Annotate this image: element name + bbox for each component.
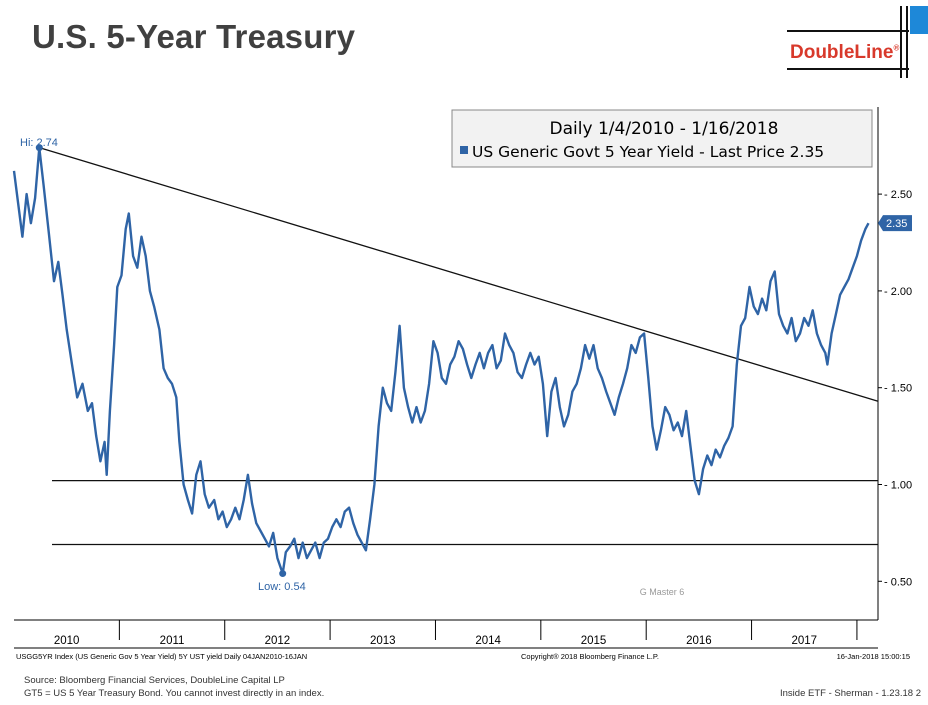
footer-note: Inside ETF - Sherman - 1.23.18 2 xyxy=(780,688,921,699)
x-tick-label: 2014 xyxy=(475,635,501,647)
chart-series xyxy=(12,146,870,575)
y-tick-label: - 1.50 xyxy=(884,383,912,395)
x-tick-label: 2010 xyxy=(54,635,80,647)
logo-rule-vertical-b xyxy=(906,6,908,78)
trend-line xyxy=(39,147,879,402)
source-line-1: Source: Bloomberg Financial Services, Do… xyxy=(24,675,285,686)
x-tick-label: 2013 xyxy=(370,635,396,647)
watermark: G Master 6 xyxy=(640,587,685,597)
x-tick-label: 2011 xyxy=(160,635,185,647)
chart-legend: Daily 1/4/2010 - 1/16/2018 US Generic Gov… xyxy=(451,109,873,168)
hi-marker xyxy=(35,144,43,152)
logo-rule-top xyxy=(787,30,909,32)
x-tick-label: 2017 xyxy=(791,635,817,647)
last-price-label: 2.35 xyxy=(886,218,907,230)
low-label: Low: 0.54 xyxy=(258,581,306,593)
bottom-center-text: Copyright® 2018 Bloomberg Finance L.P. xyxy=(521,652,659,661)
logo-registered-mark: ® xyxy=(893,43,900,53)
legend-swatch xyxy=(460,146,468,154)
y-tick-label: - 0.50 xyxy=(884,576,912,588)
chart-annotations: Hi: 2.74 Low: 0.54 G Master 6 USGG5YR Index… xyxy=(16,137,910,661)
low-marker xyxy=(279,570,287,578)
hi-label: Hi: 2.74 xyxy=(20,137,58,149)
source-line-2: GT5 = US 5 Year Treasury Bond. You canno… xyxy=(24,688,325,699)
logo-rule-vertical-a xyxy=(900,6,902,78)
chart-frame xyxy=(14,107,879,649)
y-tick-label: - 2.50 xyxy=(884,189,912,201)
logo-rule-bottom xyxy=(787,68,909,70)
slide-title: U.S. 5-Year Treasury xyxy=(32,18,356,55)
legend-box xyxy=(451,109,873,168)
last-price-badge xyxy=(878,215,912,232)
x-tick-label: 2015 xyxy=(581,635,607,647)
y-tick-label: - 2.00 xyxy=(884,286,912,298)
x-tick-label: 2012 xyxy=(265,635,291,647)
legend-series-label: US Generic Govt 5 Year Yield - Last Pric… xyxy=(472,143,824,161)
logo-text: DoubleLine® xyxy=(790,42,899,64)
yield-series-line xyxy=(12,146,870,575)
bottom-left-text: USGG5YR Index (US Generic Gov 5 Year Yie… xyxy=(16,652,307,661)
bottom-right-text: 16-Jan-2018 15:00:15 xyxy=(837,652,910,661)
legend-title: Daily 1/4/2010 - 1/16/2018 xyxy=(550,119,779,139)
logo-blue-block xyxy=(910,6,928,34)
x-tick-label: 2016 xyxy=(686,635,712,647)
y-tick-label: - 1.00 xyxy=(884,479,912,491)
chart-guides xyxy=(39,147,879,546)
chart-axes: - 0.50 - 1.00 - 1.50 - 2.00 - 2.50 2010 2011 20… xyxy=(54,189,912,647)
logo-wordmark: DoubleLine xyxy=(790,42,894,63)
